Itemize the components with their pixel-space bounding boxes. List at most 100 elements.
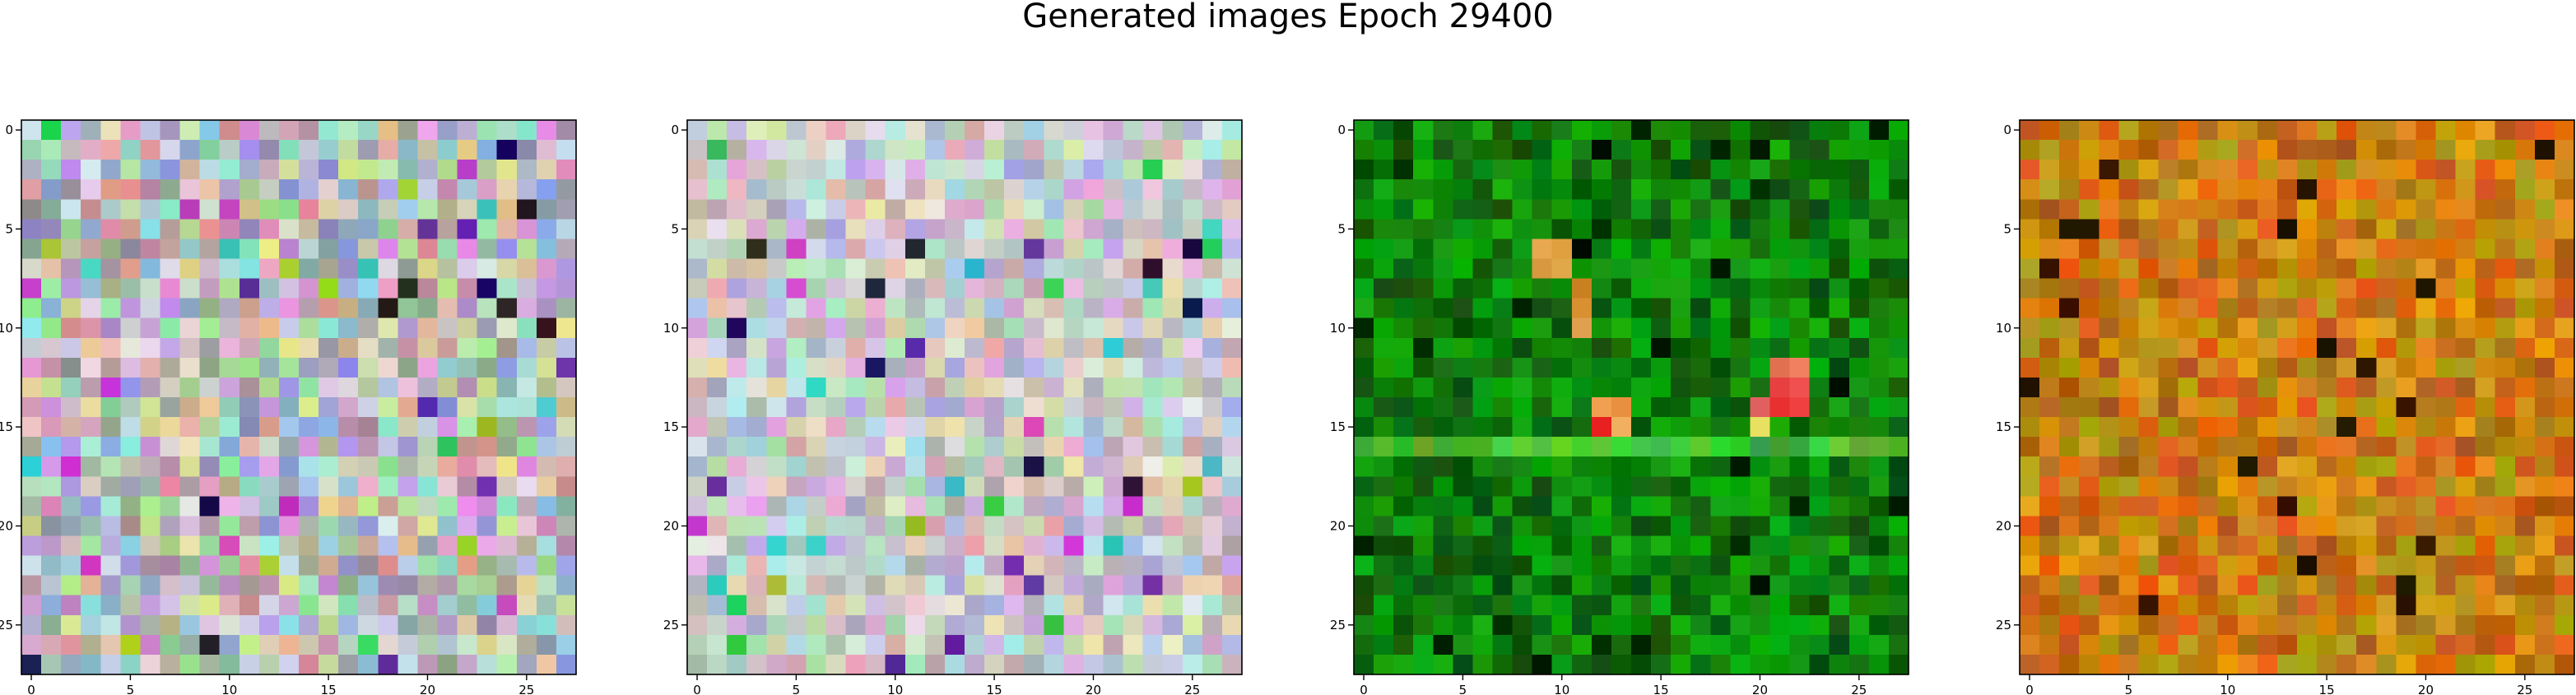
pixel-cell [1769,377,1791,398]
pixel-cell [786,417,807,438]
pixel-cell [2435,317,2457,339]
pixel-cell [1789,437,1811,457]
pixel-cell [1631,417,1652,438]
pixel-cell [1551,516,1573,537]
pixel-cell [1221,120,1243,141]
pixel-cell [2534,298,2555,319]
pixel-cell [786,397,807,418]
pixel-cell [1103,357,1124,378]
pixel-cell [1769,219,1791,240]
pixel-cell [2020,516,2040,537]
pixel-cell [1671,337,1691,359]
pixel-cell [1433,417,1453,438]
pixel-cell [825,476,847,497]
pixel-cell [2158,179,2179,200]
pixel-cell [1611,437,1632,457]
pixel-cell [825,516,847,537]
pixel-cell [1591,614,1612,636]
pixel-cell [1551,357,1573,378]
pixel-cell [1769,496,1791,517]
pixel-cell [1472,456,1494,477]
pixel-cell [1492,535,1514,557]
pixel-cell [1162,199,1183,220]
pixel-cell [81,417,101,438]
pixel-cell [1671,595,1691,616]
pixel-cell [2396,120,2417,141]
pixel-cell [2197,437,2219,457]
pixel-cell [21,160,42,180]
pixel-cell [825,140,847,160]
pixel-cell [160,614,181,636]
pixel-cell [2356,397,2377,418]
pixel-cell [2237,258,2258,280]
pixel-cell [984,219,1005,240]
pixel-cell [2356,120,2377,141]
pixel-cell [1829,357,1850,378]
pixel-cell [1393,377,1414,398]
pixel-cell [1750,634,1771,656]
pixel-cell [1809,476,1830,497]
pixel-cell [239,476,260,497]
pixel-cell [766,179,787,200]
pixel-cell [1393,258,1414,280]
axes-frame [2019,119,2575,675]
pixel-cell [1571,595,1593,616]
pixel-cell [766,555,787,577]
pixel-cell [278,595,300,616]
pixel-cell [2178,397,2199,418]
pixel-cell [2138,516,2160,537]
pixel-cell [61,258,81,280]
pixel-cell [1750,357,1771,378]
pixel-cell [457,239,478,260]
pixel-cell [338,555,359,577]
pixel-cell [160,239,181,260]
pixel-cell [536,357,557,378]
y-tick-label: 25 [1996,618,2011,632]
pixel-cell [746,199,767,220]
pixel-cell [1472,377,1494,398]
pixel-cell [61,476,81,497]
pixel-cell [885,417,906,438]
pixel-cell [199,654,221,675]
pixel-cell [1182,278,1203,299]
pixel-cell [1123,377,1144,398]
pixel-cell [1103,516,1124,537]
pixel-cell [1453,298,1474,319]
pixel-cell [41,317,62,339]
pixel-cell [378,199,398,220]
pixel-cell [1024,555,1044,577]
pixel-cell [378,417,398,438]
pixel-cell [2416,120,2437,141]
pixel-cell [417,476,439,497]
pixel-cell [1083,199,1104,220]
pixel-cell [1374,179,1394,200]
pixel-cell [687,179,708,200]
pixel-cell [746,437,767,457]
pixel-cell [1123,654,1144,675]
pixel-cell [904,140,926,160]
pixel-cell [1631,120,1652,141]
pixel-cell [417,516,439,537]
pixel-cell [1103,595,1124,616]
pixel-cell [1103,397,1124,418]
pixel-cell [1162,179,1183,200]
pixel-cell [1492,140,1514,160]
pixel-cell [1611,120,1632,141]
pixel-cell [496,258,518,280]
pixel-cell [1829,337,1850,359]
pixel-cell [81,476,101,497]
pixel-cell [1083,219,1104,240]
pixel-cell [2297,535,2318,557]
pixel-cell [2118,417,2140,438]
pixel-cell [299,417,319,438]
pixel-cell [1730,219,1751,240]
pixel-cell [1809,496,1830,517]
pixel-cell [1374,634,1394,656]
pixel-cell [1162,496,1183,517]
pixel-cell [61,654,81,675]
pixel-cell [1142,120,1164,141]
pixel-cell [1142,278,1164,299]
pixel-cell [1848,654,1870,675]
pixel-cell [965,476,985,497]
